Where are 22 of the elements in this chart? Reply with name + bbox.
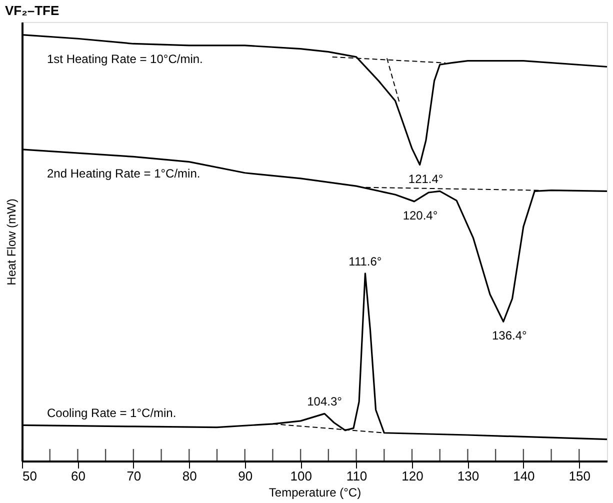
annotation: 111.6° [348, 254, 382, 268]
x-tick-label: 150 [568, 468, 590, 484]
chart-title: VF₂–TFE [5, 3, 60, 18]
series-label: 2nd Heating Rate = 1°C/min. [47, 166, 200, 180]
x-tick-label: 130 [457, 468, 480, 484]
x-tick-label: 60 [70, 468, 86, 484]
annotation: 120.4° [402, 208, 438, 222]
x-tick-label: 100 [290, 468, 312, 484]
annotation: 104.3° [307, 394, 342, 409]
x-tick-label: 70 [126, 468, 142, 484]
x-axis-title: Temperature (°C) [268, 486, 362, 500]
series-label: Cooling Rate = 1°C/min. [47, 406, 176, 420]
x-tick-label: 110 [346, 468, 368, 484]
annotation: 121.4° [408, 172, 444, 186]
x-tick-label: 120 [402, 468, 424, 484]
x-tick-label: 80 [182, 468, 197, 484]
y-axis-title: Heat Flow (mW) [4, 198, 18, 286]
annotation: 136.4° [492, 328, 527, 343]
x-tick-label: 140 [513, 468, 535, 484]
x-tick-label: 90 [238, 468, 253, 484]
series-label: 1st Heating Rate = 10°C/min. [47, 52, 203, 66]
x-tick-label: 50 [22, 468, 37, 484]
